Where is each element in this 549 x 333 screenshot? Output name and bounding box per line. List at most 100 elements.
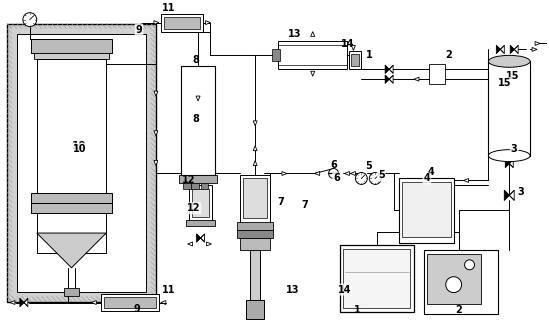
Polygon shape xyxy=(154,161,158,166)
Polygon shape xyxy=(188,242,193,246)
Bar xyxy=(181,66,215,175)
Bar xyxy=(7,24,156,302)
Bar xyxy=(246,300,264,319)
Polygon shape xyxy=(509,160,513,167)
Text: 14: 14 xyxy=(338,285,351,295)
Text: 2: 2 xyxy=(445,50,452,60)
Bar xyxy=(402,182,451,237)
Text: 15: 15 xyxy=(497,78,511,88)
Polygon shape xyxy=(20,299,24,306)
Bar xyxy=(399,178,453,243)
Text: 1: 1 xyxy=(354,305,361,315)
Text: 14: 14 xyxy=(341,39,354,49)
Polygon shape xyxy=(509,190,514,200)
Text: 7: 7 xyxy=(277,197,284,207)
Polygon shape xyxy=(154,21,159,25)
Text: 13: 13 xyxy=(286,285,300,295)
Bar xyxy=(427,254,481,303)
Bar xyxy=(350,51,361,69)
Ellipse shape xyxy=(489,55,530,67)
Polygon shape xyxy=(311,32,315,37)
Bar xyxy=(31,203,112,213)
Text: 2: 2 xyxy=(455,305,462,315)
Text: 9: 9 xyxy=(136,25,142,35)
Bar xyxy=(250,250,260,300)
Bar xyxy=(183,183,191,189)
Bar xyxy=(237,230,273,238)
Text: 5: 5 xyxy=(378,170,385,180)
Polygon shape xyxy=(505,160,509,167)
Polygon shape xyxy=(161,301,166,304)
Polygon shape xyxy=(532,47,537,51)
Text: 10: 10 xyxy=(72,141,87,151)
Bar xyxy=(34,53,109,59)
Bar xyxy=(64,288,80,296)
Polygon shape xyxy=(253,205,257,210)
Bar xyxy=(237,222,273,230)
Bar xyxy=(17,34,146,292)
Bar xyxy=(272,49,280,61)
Bar xyxy=(278,45,348,65)
Bar xyxy=(164,17,199,29)
Polygon shape xyxy=(196,96,200,101)
Text: 6: 6 xyxy=(333,173,340,183)
Polygon shape xyxy=(253,146,257,151)
Text: 10: 10 xyxy=(72,144,86,154)
Polygon shape xyxy=(315,171,320,175)
Bar xyxy=(424,250,498,314)
Bar xyxy=(37,59,107,253)
Bar xyxy=(489,61,530,156)
Polygon shape xyxy=(385,65,389,73)
Bar xyxy=(344,249,410,308)
Polygon shape xyxy=(206,242,211,246)
Bar xyxy=(339,245,414,312)
Polygon shape xyxy=(91,301,96,304)
Bar xyxy=(31,40,112,53)
Text: 9: 9 xyxy=(133,304,141,314)
Polygon shape xyxy=(197,234,200,242)
Text: 12: 12 xyxy=(187,203,200,213)
Bar xyxy=(186,220,215,226)
Polygon shape xyxy=(500,45,505,53)
Polygon shape xyxy=(344,171,350,175)
Polygon shape xyxy=(389,65,393,73)
Text: 4: 4 xyxy=(428,167,434,177)
Text: 4: 4 xyxy=(423,173,430,183)
Circle shape xyxy=(23,13,37,27)
Circle shape xyxy=(446,277,462,293)
Bar xyxy=(161,14,203,32)
Text: 12: 12 xyxy=(182,175,195,185)
Text: 6: 6 xyxy=(330,160,337,169)
Polygon shape xyxy=(351,45,355,50)
Text: 1: 1 xyxy=(366,50,373,60)
Polygon shape xyxy=(350,171,355,175)
Bar xyxy=(351,54,360,66)
Polygon shape xyxy=(463,178,468,182)
Polygon shape xyxy=(414,77,419,81)
Polygon shape xyxy=(389,75,393,83)
Polygon shape xyxy=(514,45,518,53)
Bar xyxy=(189,185,212,225)
Polygon shape xyxy=(496,45,500,53)
Text: 8: 8 xyxy=(192,114,199,124)
Bar xyxy=(200,183,209,189)
Circle shape xyxy=(329,168,339,178)
Bar xyxy=(240,175,270,225)
Polygon shape xyxy=(253,161,257,166)
Polygon shape xyxy=(200,234,205,242)
Bar xyxy=(104,297,156,308)
Circle shape xyxy=(369,172,381,184)
Bar xyxy=(191,183,199,189)
Bar xyxy=(101,294,159,311)
Text: 15: 15 xyxy=(506,71,519,81)
Polygon shape xyxy=(311,71,315,76)
Text: 8: 8 xyxy=(192,55,199,65)
Text: 5: 5 xyxy=(365,161,372,170)
Circle shape xyxy=(464,260,474,270)
Bar xyxy=(31,193,112,203)
Bar xyxy=(429,64,445,84)
Text: 3: 3 xyxy=(511,144,518,154)
Polygon shape xyxy=(510,45,514,53)
Polygon shape xyxy=(10,301,15,304)
Polygon shape xyxy=(535,42,540,45)
